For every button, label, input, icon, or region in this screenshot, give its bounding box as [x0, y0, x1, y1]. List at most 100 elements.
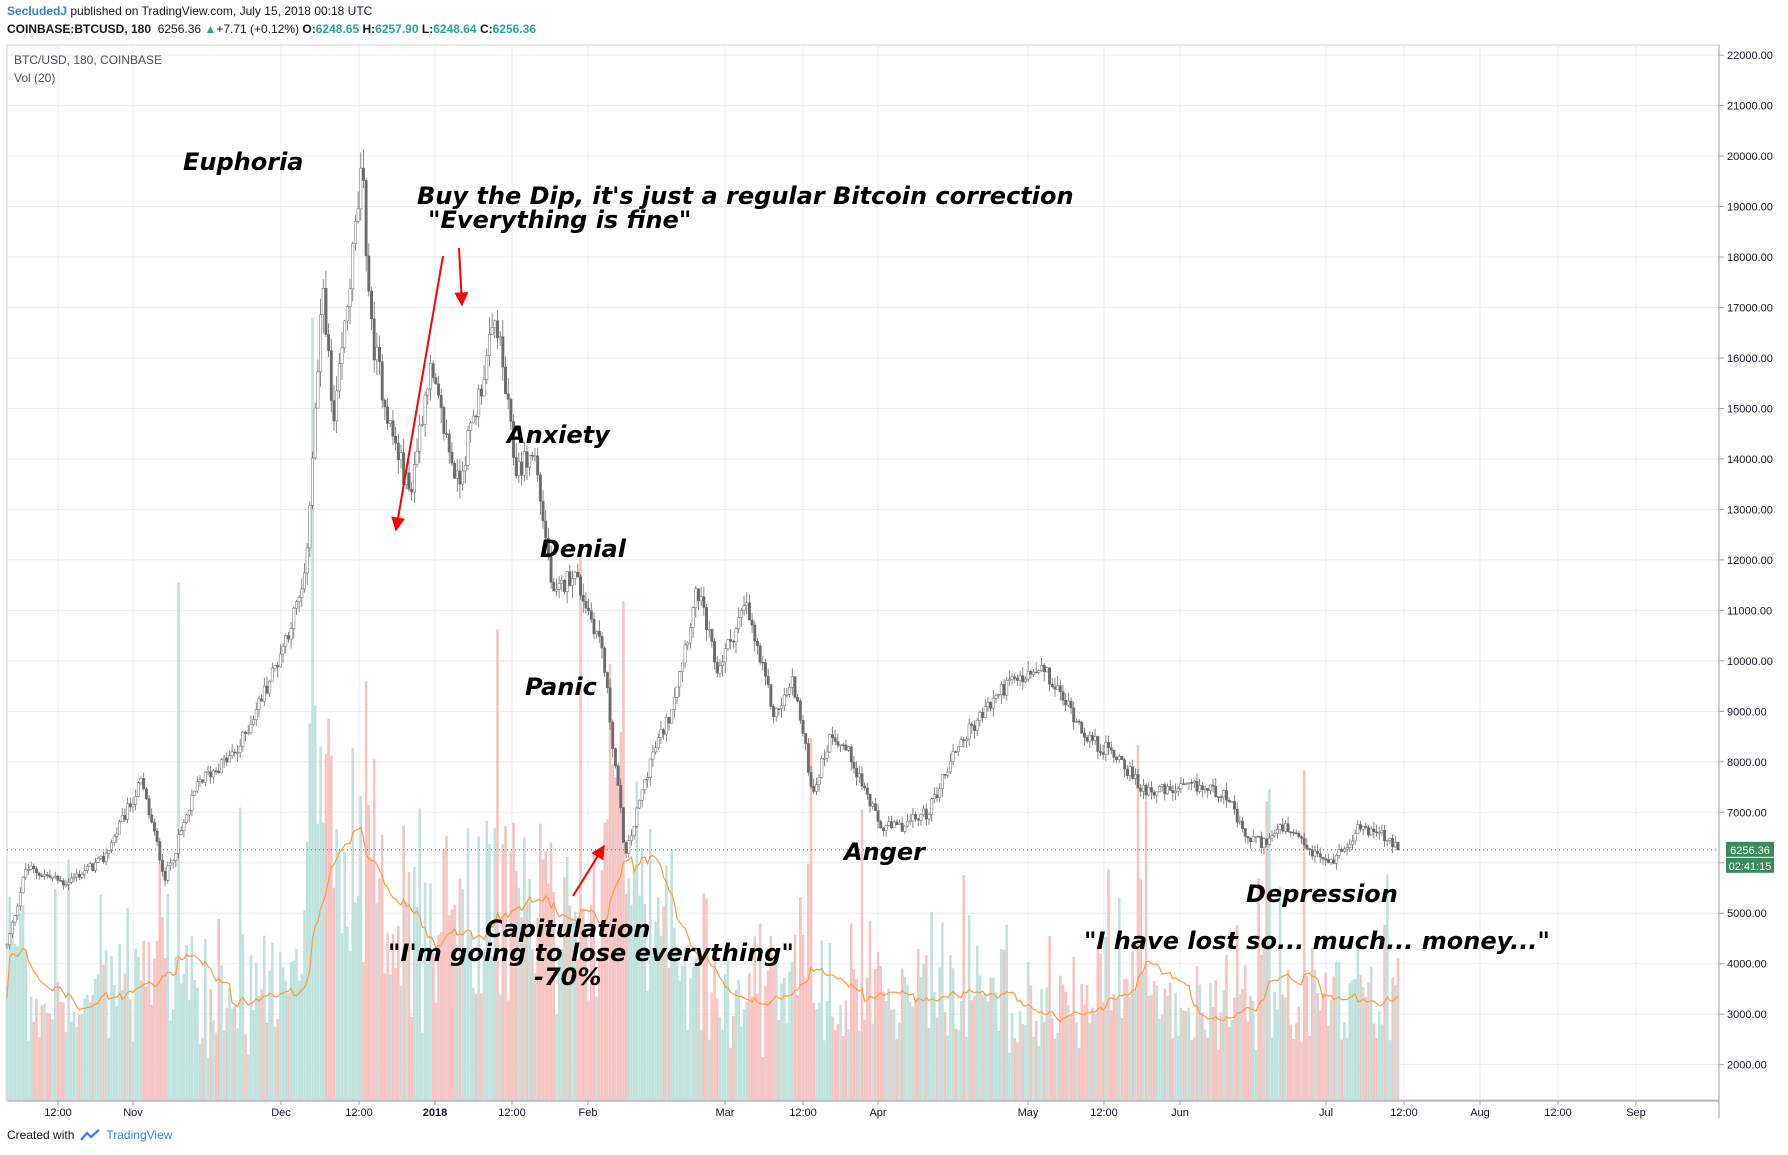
volume-bar — [1249, 995, 1252, 1100]
candle-body — [295, 601, 298, 609]
volume-bar — [1042, 1022, 1046, 1100]
volume-bar — [825, 1000, 829, 1100]
candle-body — [230, 751, 234, 756]
author-link[interactable]: SecludedJ — [7, 4, 68, 18]
candle-body — [1275, 829, 1279, 834]
candle-body — [1267, 837, 1271, 845]
candle-body — [29, 865, 33, 870]
volume-bar — [110, 956, 113, 1100]
volume-bar — [128, 999, 132, 1100]
volume-bar — [340, 933, 344, 1100]
candle-body — [276, 665, 280, 667]
volume-bar — [648, 829, 652, 1100]
volume-bar — [871, 1023, 874, 1100]
volume-bar — [37, 1037, 41, 1100]
volume-bar — [659, 936, 663, 1100]
candle-body — [1203, 788, 1207, 791]
candle-body — [772, 706, 775, 717]
volume-bar — [1152, 981, 1156, 1100]
candlestick-series — [5, 149, 1400, 950]
candle-body — [1018, 675, 1022, 681]
volume-bar — [434, 1002, 438, 1100]
annotation-lose-everything: "I'm going to lose everything" — [388, 939, 794, 967]
price-axis[interactable]: 22000.00 21000.00 20000.00 19000.00 18000.00… — [1718, 45, 1773, 1118]
candle-body — [1160, 784, 1164, 787]
volume-bar — [879, 965, 883, 1100]
volume-bar — [437, 934, 440, 1100]
volume-bar — [439, 931, 443, 1100]
volume-bar — [421, 1032, 424, 1100]
tradingview-brand-link[interactable]: TradingView — [106, 1128, 173, 1142]
candle-body — [1230, 801, 1234, 803]
candle-body — [1155, 791, 1159, 796]
annotation-everything-fine: "Everything is fine" — [428, 206, 691, 234]
candle-body — [1096, 736, 1100, 752]
candle-body — [1123, 759, 1127, 770]
candle-body — [1158, 786, 1161, 793]
candle-body — [1254, 836, 1258, 838]
candle-body — [857, 773, 861, 778]
candle-body — [474, 415, 478, 418]
volume-bar — [788, 971, 791, 1100]
candle-body — [1219, 796, 1223, 799]
candle-body — [410, 488, 414, 493]
candle-body — [195, 781, 199, 792]
annotation-buy-the-dip: Buy the Dip, it's just a regular Bitcoin… — [417, 182, 1074, 210]
volume-bar — [790, 961, 794, 1100]
candle-body — [1104, 742, 1108, 755]
candle-body — [589, 610, 593, 620]
volume-bar — [287, 992, 290, 1100]
volume-bar — [898, 1022, 901, 1100]
volume-bar — [383, 973, 387, 1100]
candle-body — [1080, 722, 1084, 734]
candle-body — [1072, 707, 1076, 723]
volume-bar — [989, 977, 992, 1100]
candle-body — [257, 698, 261, 710]
volume-bar — [80, 1013, 84, 1100]
candle-body — [1007, 679, 1011, 681]
volume-bar — [1313, 969, 1317, 1100]
candle-body — [890, 821, 893, 828]
candle-body — [1227, 799, 1231, 803]
candle-body — [284, 635, 288, 647]
volume-bar — [536, 918, 539, 1100]
close-value: 6256.36 — [492, 22, 537, 36]
candle-body — [595, 630, 599, 635]
candle-body — [962, 739, 966, 742]
volume-bar — [394, 967, 397, 1100]
candle-body — [1015, 678, 1019, 681]
candle-body — [311, 457, 314, 506]
volume-bar — [1270, 1037, 1274, 1100]
volume-bar — [868, 920, 872, 1100]
volume-bar — [297, 980, 301, 1100]
time-axis[interactable]: 12:00 Nov Dec 12:00 2018 12:00 Feb Mar 12:00 Apr M… — [7, 1100, 1719, 1119]
candle-body — [1139, 787, 1143, 792]
candle-body — [1149, 787, 1153, 793]
candle-body — [900, 822, 904, 832]
volume-bar — [137, 956, 140, 1100]
candle-body — [193, 790, 197, 796]
volume-bar — [766, 970, 770, 1100]
candle-body — [1297, 833, 1301, 837]
candle-body — [688, 627, 692, 644]
candle-body — [142, 778, 146, 790]
candle-body — [179, 830, 183, 835]
volume-bar — [967, 915, 971, 1100]
volume-bar — [1198, 984, 1201, 1100]
candle-body — [174, 853, 178, 861]
candle-body — [549, 556, 553, 583]
volume-bar — [163, 957, 167, 1100]
candle-body — [710, 629, 714, 642]
volume-bar — [1045, 987, 1049, 1100]
candle-body — [1326, 858, 1330, 863]
candle-body — [946, 771, 950, 776]
volume-bar — [662, 906, 665, 1100]
volume-bar — [230, 1008, 234, 1100]
candle-body — [608, 687, 612, 723]
candle-body — [702, 596, 706, 608]
volume-bar — [922, 964, 925, 1100]
volume-bar — [1396, 958, 1400, 1100]
volume-bar — [161, 917, 164, 1100]
volume-bar — [496, 629, 499, 1100]
